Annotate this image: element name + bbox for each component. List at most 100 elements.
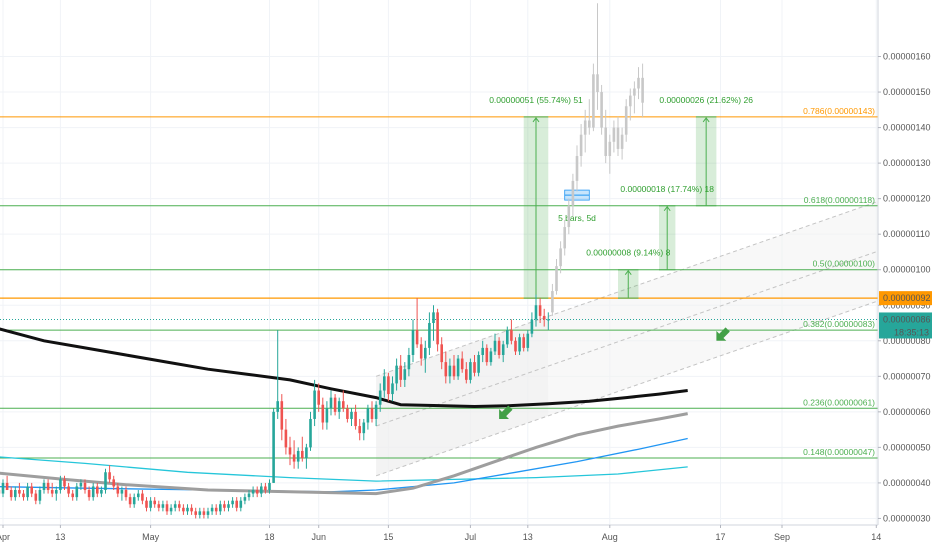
candle-body	[198, 511, 202, 515]
candle-body	[374, 404, 378, 419]
projection-candle-body	[637, 77, 640, 89]
candle-body	[42, 482, 46, 491]
current-price-label: 0.00000086	[883, 314, 931, 324]
candle-body	[428, 323, 431, 348]
candle-body	[358, 426, 361, 434]
candle-body	[485, 347, 489, 363]
price-tick-label: 0.00000150	[883, 87, 931, 97]
candle-body	[403, 369, 407, 380]
projection-candle-body	[579, 134, 583, 157]
candle-body	[219, 504, 222, 512]
price-tick-label: 0.00000070	[883, 371, 931, 381]
candle-body	[370, 408, 374, 419]
fib-label: 0.618(0.00000118)	[804, 195, 875, 205]
candle-body	[542, 315, 546, 320]
price-tick-label: 0.00000140	[883, 123, 931, 133]
candle-body	[202, 511, 206, 515]
candle-body	[436, 312, 439, 345]
candle-body	[14, 490, 17, 498]
candle-body	[141, 493, 144, 501]
projection-candle-body	[551, 291, 554, 313]
projection-candle-body	[571, 180, 575, 206]
measure-arrow-head	[532, 117, 540, 123]
projection-candle-body	[567, 205, 571, 228]
candle-body	[313, 390, 316, 419]
candle-body	[346, 408, 349, 419]
candle-body	[272, 411, 275, 483]
candle-body	[452, 365, 456, 377]
candle-body	[120, 490, 124, 494]
candle-body	[46, 482, 50, 491]
projection-candle-body	[575, 156, 579, 181]
annotation-arrow-group	[499, 405, 513, 419]
time-tick-label: Jul	[465, 532, 477, 542]
fib-label: 0.786(0.00000143)	[803, 106, 875, 116]
candle-body	[424, 347, 427, 359]
time-tick-label: Sep	[774, 532, 790, 542]
candle-body	[108, 472, 111, 480]
candle-body	[227, 504, 230, 508]
candle-body	[473, 362, 476, 373]
candle-body	[288, 447, 292, 455]
projection-candle-body	[616, 127, 620, 149]
ma-cyan-line	[0, 456, 688, 482]
candle-body	[391, 383, 394, 395]
candle-body	[538, 305, 542, 316]
candle-body	[71, 493, 74, 498]
candle-body	[255, 490, 259, 494]
measure-arrow-head	[663, 205, 671, 212]
channel-upper-line	[375, 195, 893, 377]
candle-body	[22, 493, 25, 498]
candle-body	[522, 337, 525, 348]
price-tick-label: 0.00000130	[883, 158, 931, 168]
time-tick-label: 13	[55, 532, 65, 542]
fib-label: 0.382(0.00000083)	[803, 319, 875, 329]
price-axis[interactable]: 0.00000030 0.00000040 0.00000050 0.00000060…	[877, 0, 932, 525]
candle-body	[18, 490, 21, 494]
channel-lower-line	[375, 295, 893, 477]
projection-candle-body	[555, 266, 558, 292]
projection-candle-body	[604, 127, 607, 157]
time-axis[interactable]: Apr 13 May 18 Jun 15 Jul 13 Aug 17 Sep 14	[0, 524, 932, 550]
candle-body	[124, 490, 128, 498]
candle-body	[354, 411, 357, 427]
candle-body	[83, 482, 87, 491]
candle-body	[178, 504, 181, 508]
price-tick-label: 0.00000030	[883, 513, 931, 523]
candle-body	[9, 490, 13, 498]
green-arrow-icon	[499, 405, 513, 419]
current-price-badge	[879, 312, 932, 339]
candle-body	[387, 376, 390, 395]
resistance-badge	[879, 291, 932, 306]
candle-body	[132, 497, 136, 505]
candle-body	[415, 330, 419, 345]
candle-body	[501, 344, 505, 355]
time-tick-label: 13	[523, 532, 533, 542]
candle-body	[448, 365, 452, 377]
annotation-arrow-group	[716, 327, 730, 341]
candle-body	[75, 486, 79, 498]
candle-body	[190, 507, 193, 512]
price-tick-label: 0.00000100	[883, 265, 931, 275]
candle-body	[301, 450, 304, 459]
time-tick-label: Apr	[0, 532, 10, 542]
candle-body	[383, 376, 386, 391]
candle-body	[329, 397, 333, 409]
measure-label: 0.00000026 (21.62%) 26	[659, 95, 753, 105]
fib-levels: 0.148(0.00000047) 0.236(0.00000061) 0.382(…	[0, 106, 878, 459]
time-tick-label: May	[142, 532, 160, 542]
candle-body	[145, 500, 148, 508]
countdown-label: 18:35:13	[894, 327, 929, 337]
date-range-label: 5 bars, 5d	[558, 213, 596, 223]
candle-body	[514, 340, 517, 352]
measure-arrow-head	[624, 269, 632, 276]
projection-candles	[551, 3, 644, 316]
candle-body	[497, 340, 501, 355]
price-tick-label: 0.00000160	[883, 52, 931, 62]
candle-body	[96, 486, 99, 494]
ma-black-line	[0, 327, 688, 409]
candle-body	[247, 493, 251, 498]
price-tick-label: 0.00000060	[883, 407, 931, 417]
price-tick-label: 0.00000090	[883, 300, 931, 310]
